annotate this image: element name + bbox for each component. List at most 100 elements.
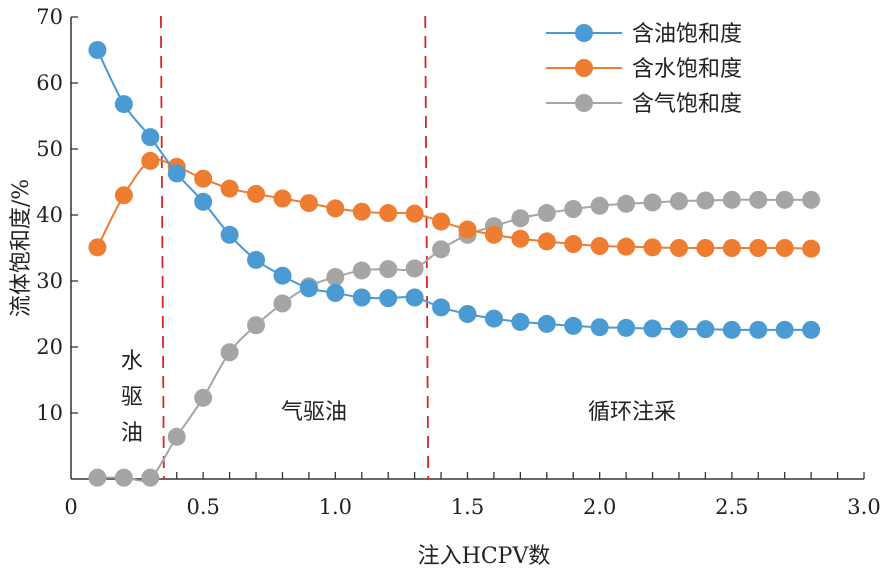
data-point — [722, 239, 741, 257]
data-point — [484, 225, 503, 244]
x-axis-title: 注入HCPV数 — [418, 544, 551, 569]
data-point — [141, 151, 160, 170]
data-point — [432, 212, 451, 231]
data-point — [273, 189, 292, 208]
data-point — [88, 468, 107, 487]
data-point — [326, 268, 345, 287]
data-point — [352, 288, 371, 307]
data-point — [669, 239, 688, 257]
data-point — [405, 288, 424, 307]
data-point — [643, 193, 662, 212]
data-point — [88, 238, 107, 257]
y-tick-label: 70 — [36, 5, 63, 29]
y-axis-title: 流体饱和度/% — [9, 179, 34, 317]
data-point — [669, 320, 688, 339]
x-tick-label: 0.5 — [186, 495, 219, 519]
data-point — [511, 312, 530, 331]
series-line — [96, 49, 812, 331]
data-series — [88, 41, 821, 487]
phase-labels: 水驱油 气驱油 循环注采 — [121, 349, 676, 446]
data-point — [590, 196, 609, 215]
y-axis-ticks: 0 10 20 30 40 50 60 70 — [36, 5, 77, 519]
x-tick-label: 2.0 — [583, 495, 616, 519]
phase-label-gas-flood: 气驱油 — [281, 400, 347, 425]
legend-item-oil: 含油饱和度 — [546, 22, 742, 47]
data-point — [617, 237, 636, 256]
data-point — [722, 190, 741, 209]
data-point — [537, 204, 556, 223]
phase-label-cyclic-injection: 循环注采 — [588, 400, 676, 425]
data-point — [326, 199, 345, 218]
data-point — [352, 202, 371, 221]
data-point — [749, 239, 768, 257]
data-point — [749, 190, 768, 209]
phase-boundaries — [159, 15, 430, 480]
phase-boundary-line — [159, 15, 165, 480]
data-point — [458, 305, 477, 323]
data-point — [114, 95, 133, 114]
data-point — [643, 319, 662, 338]
y-tick-label: 30 — [36, 269, 63, 293]
data-point — [590, 318, 609, 337]
y-tick-label: 40 — [36, 203, 63, 227]
legend-label-oil: 含油饱和度 — [632, 22, 742, 47]
legend-item-gas: 含气饱和度 — [546, 92, 742, 117]
y-tick-label: 50 — [36, 137, 63, 161]
data-point — [696, 191, 715, 210]
series-2 — [88, 190, 821, 487]
data-point — [273, 294, 292, 313]
data-point — [194, 192, 213, 211]
legend-label-gas: 含气饱和度 — [632, 92, 742, 117]
data-point — [405, 259, 424, 278]
data-point — [775, 320, 794, 339]
data-point — [352, 261, 371, 280]
data-point — [802, 239, 821, 258]
series-line — [97, 198, 812, 482]
y-tick-label: 20 — [36, 335, 63, 359]
data-point — [775, 190, 794, 209]
data-point — [537, 314, 556, 333]
data-point — [484, 309, 503, 328]
data-point — [220, 343, 239, 362]
data-point — [564, 316, 583, 335]
data-point — [247, 184, 266, 203]
data-point — [379, 289, 398, 308]
y-tick-label: 10 — [36, 401, 63, 425]
data-point — [247, 316, 266, 335]
data-point — [141, 468, 160, 487]
data-point — [590, 237, 609, 256]
data-point — [273, 266, 292, 285]
data-point — [749, 320, 768, 339]
data-point — [88, 41, 107, 59]
data-point — [379, 204, 398, 223]
data-point — [511, 209, 530, 228]
data-point — [299, 194, 318, 213]
data-point — [141, 128, 160, 147]
data-point — [114, 468, 133, 487]
data-point — [167, 164, 186, 183]
data-point — [511, 229, 530, 248]
legend-marker-oil — [575, 24, 593, 42]
data-point — [299, 279, 318, 298]
data-point — [696, 320, 715, 339]
data-point — [114, 186, 133, 205]
legend-item-water: 含水饱和度 — [546, 57, 742, 82]
data-point — [220, 225, 239, 244]
x-tick-label: 2.5 — [715, 495, 748, 519]
y-tick-origin: 0 — [64, 495, 77, 519]
series-line — [96, 158, 812, 250]
legend-label-water: 含水饱和度 — [632, 57, 742, 82]
data-point — [432, 240, 451, 259]
series-1 — [88, 151, 821, 258]
data-point — [537, 232, 556, 251]
x-tick-label: 1.5 — [451, 495, 484, 519]
data-point — [696, 239, 715, 257]
data-point — [643, 238, 662, 257]
data-point — [802, 320, 821, 339]
data-point — [775, 239, 794, 257]
x-tick-label: 3.0 — [847, 495, 880, 519]
data-point — [722, 320, 741, 339]
data-point — [379, 260, 398, 279]
phase-boundary-line — [424, 15, 430, 480]
